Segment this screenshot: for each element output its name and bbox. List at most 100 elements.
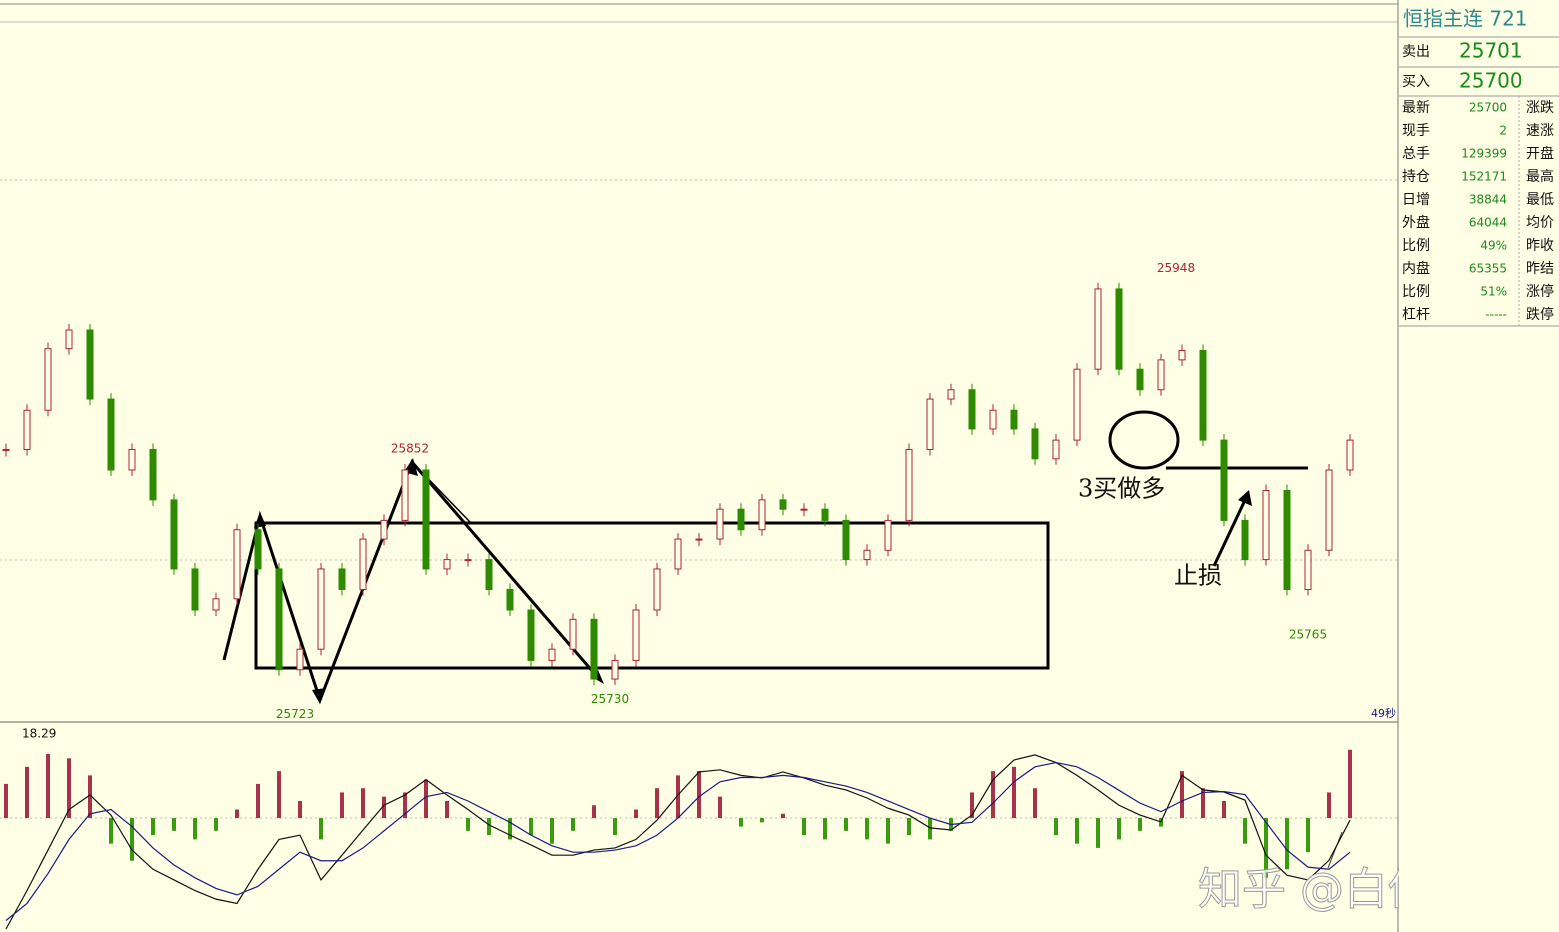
macd-bar [886, 818, 890, 844]
candle [1010, 409, 1018, 430]
row-value: 65355 [1469, 262, 1507, 276]
macd-bar [445, 800, 449, 819]
macd-bar [1180, 771, 1184, 819]
candle [296, 648, 304, 671]
macd-bar [1012, 766, 1016, 819]
macd-bar [67, 758, 71, 819]
candle [1052, 439, 1060, 460]
macd-bar [1054, 818, 1058, 836]
arrow-head [254, 512, 266, 528]
row-value: 64044 [1469, 216, 1507, 230]
macd-bar [823, 818, 827, 840]
candle [674, 538, 682, 570]
row-value: 129399 [1461, 147, 1507, 161]
ask-value: 25701 [1459, 39, 1523, 63]
macd-bar [214, 818, 218, 831]
trend-line [411, 461, 471, 523]
candle [968, 389, 976, 430]
candle [338, 568, 346, 590]
candle [989, 409, 997, 430]
row-label: 比例 [1402, 238, 1430, 254]
macd-bar [1096, 818, 1100, 848]
macd-bar [571, 818, 575, 831]
macd-bar [676, 775, 680, 819]
price-label: 25852 [391, 441, 429, 455]
macd-bar [697, 771, 701, 819]
macd-bar [151, 818, 155, 836]
candle [1157, 359, 1165, 391]
candle [1031, 428, 1039, 460]
candle [443, 559, 451, 570]
row-label: 外盘 [1402, 214, 1430, 231]
macd-bar [844, 818, 848, 831]
candle [401, 469, 409, 521]
candle [233, 529, 241, 600]
macd-bar [1033, 788, 1037, 819]
candle [1220, 439, 1228, 521]
row-label: 日增 [1402, 192, 1430, 208]
candle [842, 519, 850, 561]
candle [863, 549, 871, 561]
row-label: 比例 [1402, 284, 1430, 300]
row-label: 内盘 [1402, 260, 1430, 277]
range-box [254, 521, 1050, 670]
candle [422, 469, 430, 570]
macd-bar [424, 779, 428, 819]
candle [212, 598, 220, 611]
ask-label: 卖出 [1402, 44, 1430, 60]
candle [317, 568, 325, 650]
candle [380, 519, 388, 540]
macd-bar [4, 783, 8, 819]
candle [800, 508, 808, 511]
macd-bar [88, 775, 92, 819]
macd-bar [1222, 800, 1226, 819]
macd-bar [550, 818, 554, 844]
candle [1262, 490, 1270, 561]
candle [65, 329, 73, 350]
candle [506, 588, 514, 611]
candle [1199, 350, 1207, 441]
macd-bar [1348, 749, 1352, 819]
price-label: 25948 [1157, 261, 1195, 275]
macd-bar [109, 818, 113, 844]
macd-bar [340, 792, 344, 819]
candle [1094, 288, 1102, 370]
candle [527, 609, 535, 661]
macd-bar [655, 788, 659, 819]
row-label: 杠杆 [1402, 307, 1430, 323]
row-value: ----- [1485, 308, 1507, 322]
row-field: 昨收 [1526, 238, 1554, 254]
candle [716, 508, 724, 540]
row-field: 涨停 [1526, 283, 1554, 300]
candle [107, 398, 115, 471]
macd-bar [760, 818, 764, 823]
macd-bar [865, 818, 869, 840]
candle [632, 609, 640, 661]
candle [86, 329, 94, 400]
candle [884, 519, 892, 551]
candle [737, 508, 745, 531]
row-field: 跌停 [1526, 306, 1554, 323]
bid-label: 买入 [1402, 74, 1430, 90]
row-value: 2 [1499, 124, 1507, 138]
candle [485, 559, 493, 590]
macd-bar [781, 813, 785, 819]
candle [191, 568, 199, 611]
buy-circle [1108, 410, 1180, 470]
macd-bar [256, 783, 260, 819]
price-label: 25730 [591, 692, 629, 706]
candle [695, 538, 703, 541]
row-label: 最新 [1402, 100, 1430, 116]
candle [149, 448, 157, 501]
candle [1115, 288, 1123, 370]
macd-bar [487, 818, 491, 836]
row-field: 昨结 [1526, 261, 1554, 277]
candle [653, 568, 661, 611]
quote-title: 恒指主连 721 [1403, 7, 1528, 31]
macd-bar [739, 818, 743, 827]
macd-bar [613, 818, 617, 836]
price-label: 25765 [1289, 628, 1327, 642]
candle [1325, 469, 1333, 551]
macd-bar [802, 818, 806, 836]
price-label: 25723 [276, 707, 314, 721]
